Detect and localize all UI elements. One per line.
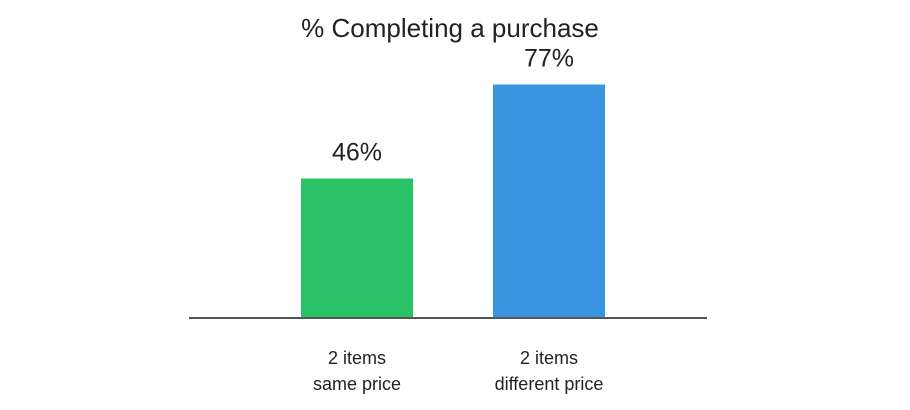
- category-label-2-line-2: different price: [495, 374, 604, 394]
- category-label-2-line-1: 2 items: [520, 348, 578, 368]
- category-labels-layer: 2 items same price 2 items different price: [313, 348, 603, 394]
- category-label-1-line-2: same price: [313, 374, 401, 394]
- bar-2: [493, 84, 605, 318]
- bars-layer: [301, 84, 605, 318]
- data-label-2: 77%: [524, 45, 574, 73]
- category-label-1-line-1: 2 items: [328, 348, 386, 368]
- chart-title: % Completing a purchase: [301, 13, 599, 43]
- category-label-2: 2 items different price: [495, 348, 604, 394]
- data-labels-layer: 46% 77%: [332, 45, 574, 167]
- category-label-1: 2 items same price: [313, 348, 401, 394]
- data-label-1: 46%: [332, 139, 382, 167]
- bar-1: [301, 178, 413, 318]
